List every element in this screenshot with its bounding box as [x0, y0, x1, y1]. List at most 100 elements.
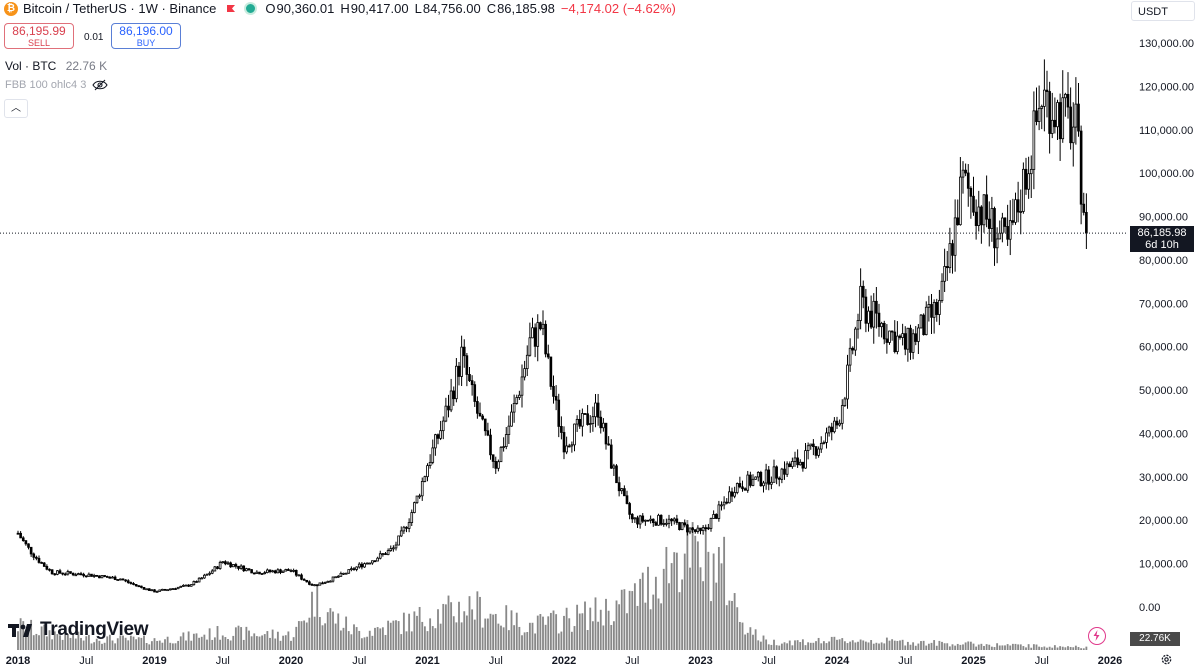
candle-body [481, 415, 484, 420]
price-tick-label: 70,000.00 [1139, 298, 1188, 310]
volume-bar [195, 633, 198, 650]
volume-bar [316, 584, 319, 650]
volume-bar [418, 606, 421, 650]
volume-bar [143, 635, 145, 650]
volume-bar [442, 603, 445, 650]
volume-bar [355, 627, 358, 650]
volume-bar [725, 605, 728, 650]
candle-body [460, 346, 463, 377]
volume-bar [103, 642, 106, 650]
volume-bar [452, 616, 455, 650]
volume-bar [87, 634, 90, 650]
volume-bar [32, 635, 35, 650]
candle-body [693, 529, 697, 532]
candle-body [938, 300, 941, 315]
gear-icon[interactable] [1160, 653, 1173, 666]
candle-body [510, 411, 513, 427]
candle-body [447, 405, 450, 411]
candle-body [237, 565, 240, 569]
candle-body [153, 589, 156, 593]
candle-body [890, 330, 894, 333]
volume-bar [229, 640, 232, 650]
candle-body [764, 469, 768, 484]
open-label: O [265, 1, 276, 16]
candle-body [465, 355, 469, 375]
volume-bar [90, 643, 93, 650]
volume-bar [788, 640, 791, 650]
volume-bar [481, 627, 484, 650]
volume-bar [368, 630, 371, 650]
volume-bar [828, 641, 831, 650]
candle-body [339, 573, 343, 577]
symbol-title[interactable]: Bitcoin / TetherUS · 1W · Binance [23, 1, 217, 16]
candle-body [1064, 93, 1067, 99]
volume-bar [274, 638, 277, 650]
bolt-icon[interactable] [1088, 627, 1106, 645]
volume-bar [507, 630, 510, 650]
volume-bar [295, 626, 298, 650]
sell-button[interactable]: 86,195.99 SELL [4, 23, 74, 49]
candle-body [371, 560, 374, 564]
candle-body [48, 568, 51, 571]
volume-bar [392, 620, 395, 650]
volume-bar [993, 647, 996, 650]
volume-bar [216, 626, 219, 650]
volume-bar [324, 623, 327, 650]
volume-bar [930, 642, 933, 650]
high-value: 90,417.00 [350, 1, 409, 16]
volume-bar [402, 612, 405, 650]
buy-button[interactable]: 86,196.00 BUY [111, 23, 181, 49]
candle-body [848, 347, 852, 366]
price-tick-label: 100,000.00 [1139, 168, 1194, 180]
candle-body [476, 401, 479, 414]
volume-bar [547, 616, 550, 650]
volume-bar [872, 643, 875, 650]
candle-body [27, 543, 30, 548]
candle-body [880, 322, 883, 328]
volume-bar [177, 640, 180, 650]
candle-body [113, 576, 117, 581]
volume-bar [287, 631, 290, 650]
currency-selector[interactable]: USDT [1131, 1, 1195, 21]
candle-body [667, 518, 671, 524]
candle-body [993, 208, 996, 249]
volume-bar [321, 625, 324, 650]
candle-body [252, 572, 256, 575]
indicator-legend[interactable]: FBB 100 ohlc4 3 [5, 79, 108, 91]
volume-bar [122, 635, 124, 650]
volume-bar [549, 612, 552, 650]
volume-bar [395, 620, 397, 650]
collapse-legend-button[interactable]: ︿ [4, 99, 28, 118]
volume-bar [762, 635, 765, 650]
volume-legend[interactable]: Vol · BTC 22.76 K [5, 59, 107, 73]
candle-body [599, 416, 603, 429]
candle-body [717, 504, 721, 519]
volume-bar [720, 563, 723, 650]
volume-bar [308, 617, 311, 650]
candle-body [990, 208, 994, 229]
flag-icon[interactable] [226, 4, 236, 14]
candle-body [1079, 130, 1083, 205]
candle-body [596, 402, 600, 418]
tradingview-logo[interactable]: TradingView [8, 619, 149, 641]
candle-body [1016, 199, 1020, 213]
eye-crossed-icon[interactable] [92, 79, 108, 91]
candle-body [457, 365, 461, 377]
candle-body [830, 426, 834, 433]
candle-body [352, 568, 356, 571]
candle-body [875, 300, 878, 314]
candle-body [331, 576, 335, 582]
volume-bar [838, 639, 841, 650]
volume-bar [796, 640, 799, 650]
volume-bar [846, 643, 849, 650]
volume-bar [276, 631, 279, 650]
bar-countdown: 6d 10h [1145, 239, 1179, 251]
price-tick-label: 20,000.00 [1139, 515, 1188, 527]
candle-body [966, 172, 970, 189]
candle-body [775, 466, 778, 479]
candle-body [124, 579, 127, 582]
volume-bar [715, 582, 718, 650]
candle-body [1058, 102, 1062, 140]
candle-body [61, 572, 64, 575]
